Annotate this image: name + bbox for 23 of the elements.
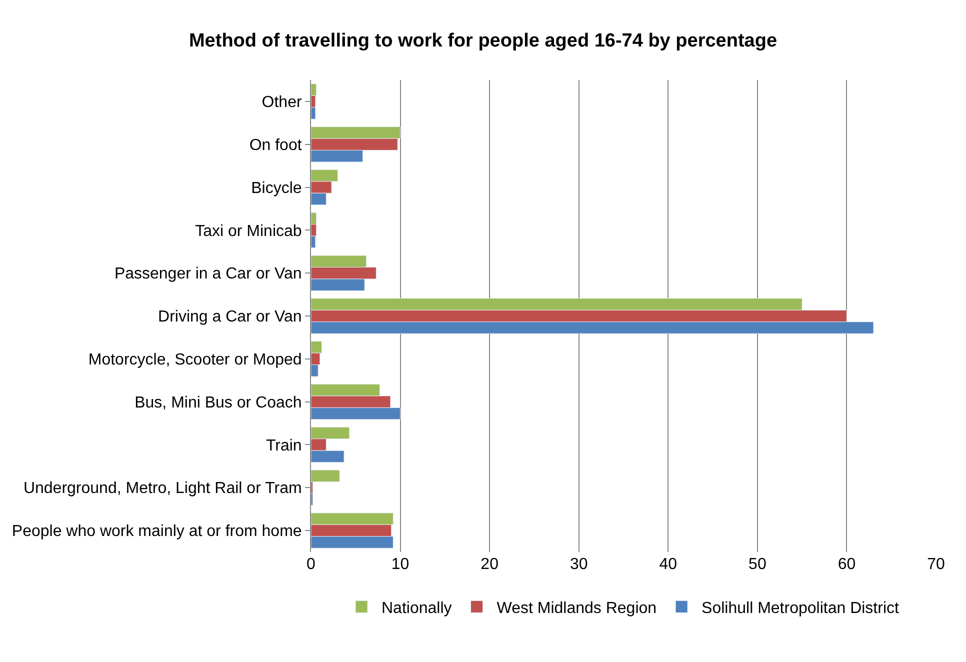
x-tick-label: 50 bbox=[748, 556, 766, 573]
x-tick-label: 20 bbox=[480, 556, 499, 573]
y-tick-label: Motorcycle, Scooter or Moped bbox=[88, 352, 302, 369]
x-tick-label: 0 bbox=[306, 556, 316, 573]
x-tick-label: 60 bbox=[838, 556, 856, 573]
y-tick-label: Underground, Metro, Light Rail or Tram bbox=[23, 480, 302, 498]
y-tick-label: Driving a Car or Van bbox=[158, 308, 302, 326]
chart-title: Method of travelling to work for people aged 16-74 by percentage bbox=[188, 30, 778, 52]
y-tick-label: People who work mainly at or from home bbox=[12, 523, 302, 540]
x-tick-label: 70 bbox=[927, 556, 945, 573]
y-tick-label: Taxi or Minicab bbox=[195, 222, 302, 240]
y-tick-label: Bus, Mini Bus or Coach bbox=[134, 394, 302, 412]
legend-label: Nationally bbox=[382, 600, 452, 617]
legend-label: West Midlands Region bbox=[496, 600, 657, 617]
legend-label: Solihull Metropolitan District bbox=[702, 600, 900, 617]
y-tick-label: Train bbox=[266, 437, 302, 454]
x-tick-label: 10 bbox=[391, 556, 410, 573]
x-tick-label: 40 bbox=[659, 556, 678, 573]
y-tick-label: Passenger in a Car or Van bbox=[114, 266, 302, 283]
x-tick-label: 30 bbox=[570, 556, 588, 573]
y-tick-label: On foot bbox=[249, 136, 302, 154]
y-tick-label: Other bbox=[262, 94, 302, 112]
y-tick-label: Bicycle bbox=[251, 180, 302, 197]
